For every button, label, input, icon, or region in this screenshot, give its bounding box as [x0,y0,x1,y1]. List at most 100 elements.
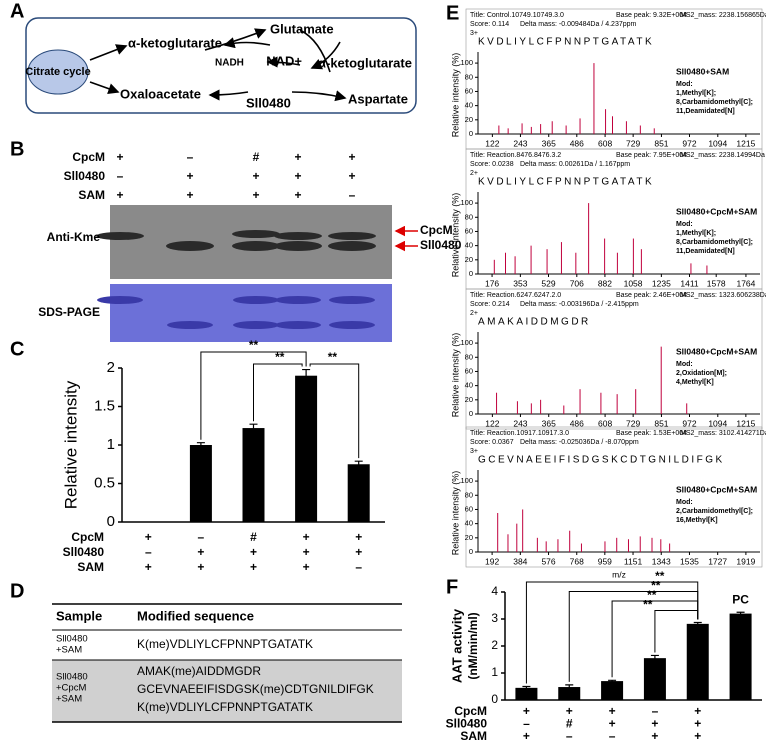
y-tick-label: 100 [460,58,473,67]
x-tick-label: 1411 [680,278,699,288]
x-tick-label: 972 [682,418,696,428]
y-tick-label: 20 [465,115,473,124]
row-symbol: + [348,169,355,183]
gel-band [275,296,321,304]
spectrum-score: Score: 0.114 [470,21,509,28]
gel-band [97,296,143,304]
spectrum-mod: Mod: [676,499,693,506]
x-tick-label: 1235 [652,278,671,288]
error-bar [693,621,702,626]
x-tick-label: 176 [485,278,499,288]
spectrum-sequence: AMAKAIDDMGDR [478,317,591,328]
bar [242,428,265,522]
y-tick-label: 1 [107,436,115,453]
row-symbol: + [303,545,310,559]
row-symbol: + [694,729,701,741]
y-axis-label: Relative intensity (%) [450,53,460,138]
spectrum-mod: 1,Methyl[K]; [676,90,716,97]
row-symbol: – [198,530,205,544]
node-label: Glutamate [270,21,334,36]
y-axis-label: Relative intensity (%) [450,193,460,278]
row-symbol: – [117,169,124,183]
spectrum-mod: 16,Methyl[K] [676,517,718,524]
row-symbol: – [355,560,362,574]
bar [601,681,624,700]
band [232,241,280,251]
row-symbol: + [303,560,310,574]
citrate-node [27,49,89,95]
panel-label: E [446,2,459,24]
bar [686,623,709,700]
table-sample: +SAM [56,645,82,656]
row-symbol: – [652,704,659,718]
y-tick-label: 4 [491,584,498,598]
table-sequence: K(me)VDLIYLCFPNNPTGATATK [137,637,313,651]
node-label: α-ketoglutarate [128,35,222,50]
x-tick-label: 122 [485,138,499,148]
x-tick-label: 576 [541,556,555,566]
node-label: NAD+ [266,53,302,68]
row-symbol: + [116,150,123,164]
error-bar [249,423,258,433]
row-symbol: – [609,729,616,741]
significance-label: ** [249,338,259,352]
band [166,241,214,251]
spectrum-title: Title: Reaction.10917.10917.3.0 [470,430,569,437]
y-tick-label: 100 [460,198,473,207]
table-sample: Sll0480 [56,672,88,683]
error-bar [302,368,311,383]
y-tick-label: 40 [465,519,473,528]
y-tick-label: 3 [491,611,498,625]
row-symbol: – [349,188,356,202]
x-tick-label: 1578 [707,278,726,288]
error-bar [736,611,745,616]
row-name: Sll0480 [63,545,105,559]
spectrum-title: Title: Reaction.8476.8476.3.2 [470,152,561,159]
x-tick-label: 1058 [624,278,643,288]
spectrum-charge: 2+ [470,170,478,177]
significance-label: ** [643,598,653,612]
y-tick-label: 0.5 [94,474,115,491]
significance-label: ** [655,569,665,583]
y-tick-label: 0 [107,513,115,530]
error-bar [196,442,205,448]
row-name: CpcM [454,704,487,718]
x-tick-label: 1151 [624,556,643,566]
panel-label: B [10,138,24,160]
row-name: SAM [78,188,105,202]
row-symbol: – [145,545,152,559]
x-tick-label: 851 [654,418,668,428]
y-tick-label: 1.5 [94,397,115,414]
panel-label: C [10,338,24,360]
x-tick-label: 1215 [736,418,755,428]
x-tick-label: 365 [542,138,556,148]
row-symbol: – [566,729,573,741]
significance-bracket [309,363,360,459]
blot-label: Anti-Kme [47,230,101,244]
spectrum-mod: Mod: [676,81,693,88]
band [96,232,144,240]
row-symbol: + [523,729,530,741]
row-symbol: + [355,530,362,544]
spectrum-score: Score: 0.0238 [470,161,514,168]
y-tick-label: 80 [465,352,473,361]
x-tick-label: 729 [626,138,640,148]
gel-band [233,321,279,329]
x-tick-label: 529 [541,278,555,288]
spectrum-delta-mass: Delta mass: -0.025036Da / -8.070ppm [520,439,639,446]
table-sequence: GCEVNAEEIFISDGSK(me)CDTGNILDIFGK [137,682,374,696]
spectrum-mod: 1,Methyl[K]; [676,230,716,237]
spectrum-mod: 11,Deamidated[N] [676,108,735,115]
gel-band [167,321,213,329]
row-symbol: + [186,188,193,202]
row-name: CpcM [72,150,105,164]
x-tick-label: 1764 [736,278,755,288]
significance-label: ** [328,350,338,364]
error-bar [565,684,574,690]
row-name: Sll0480 [64,169,106,183]
x-tick-label: 972 [682,138,696,148]
spectrum-base-peak: Base peak: 9.32E+004 [616,12,687,19]
y-tick-label: 80 [465,490,473,499]
row-symbol: + [252,169,259,183]
